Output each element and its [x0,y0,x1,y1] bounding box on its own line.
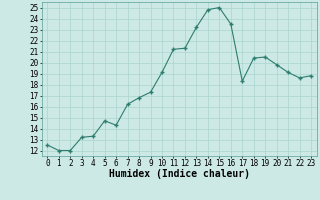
X-axis label: Humidex (Indice chaleur): Humidex (Indice chaleur) [109,169,250,179]
